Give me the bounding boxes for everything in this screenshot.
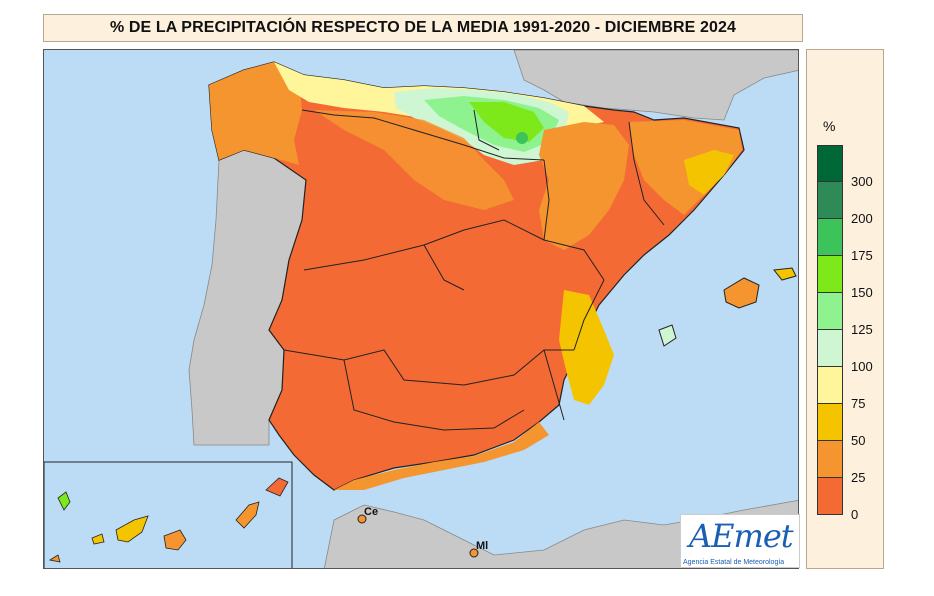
legend-swatch [817, 441, 843, 478]
melilla-marker [469, 548, 479, 558]
legend-swatch [817, 293, 843, 330]
legend-swatch [817, 330, 843, 367]
ceuta-label: Ce [364, 506, 379, 518]
fuerteventura [235, 501, 260, 529]
galicia-zone [209, 62, 302, 165]
legend-unit: % [823, 118, 836, 134]
legend-colorbar [817, 145, 843, 515]
lanzarote [265, 477, 289, 497]
aragon-zone [539, 122, 629, 250]
melilla-label: Ml [476, 540, 489, 552]
gran-canaria [163, 529, 187, 551]
menorca [773, 267, 797, 281]
castilla-north-zone [314, 110, 514, 210]
navarra-peak [469, 102, 544, 142]
map-svg [44, 50, 798, 568]
legend-panel: % 300 200 175 150 125 100 75 50 25 0 [806, 49, 884, 569]
legend-swatch [817, 219, 843, 256]
ceuta-marker [357, 514, 367, 524]
aemet-logo-text: AEmet [689, 517, 794, 555]
region-borders [283, 109, 665, 431]
legend-label: 50 [851, 433, 866, 448]
aemet-logo: AEmet Agencia Estatal de Meteorología [680, 514, 800, 568]
map-title: % DE LA PRECIPITACIÓN RESPECTO DE LA MED… [43, 14, 803, 42]
legend-label: 100 [851, 359, 873, 374]
la-palma [57, 491, 71, 511]
legend-swatch [817, 256, 843, 293]
legend-swatch [817, 478, 843, 515]
valencia-coast [559, 290, 614, 405]
mallorca [723, 277, 760, 309]
tenerife [115, 515, 149, 543]
legend-label: 150 [851, 285, 873, 300]
legend-label: 0 [851, 507, 859, 522]
navarra-core [516, 132, 528, 144]
legend-label: 200 [851, 211, 873, 226]
legend-label: 75 [851, 396, 866, 411]
legend-swatch [817, 182, 843, 219]
aemet-logo-subtitle: Agencia Estatal de Meteorología [683, 559, 785, 566]
ibiza [658, 324, 677, 347]
legend-label: 25 [851, 470, 866, 485]
legend-label: 300 [851, 174, 873, 189]
legend-label: 125 [851, 322, 873, 337]
legend-swatch [817, 367, 843, 404]
andalucia-coast [334, 422, 549, 490]
legend-label: 175 [851, 248, 873, 263]
precipitation-map: Ce Ml [43, 49, 799, 569]
el-hierro [48, 554, 61, 563]
africa-land [323, 499, 798, 568]
la-gomera [91, 533, 105, 545]
legend-swatch [817, 145, 843, 182]
france-land [513, 50, 798, 121]
legend-swatch [817, 404, 843, 441]
catalonia-coast [684, 150, 734, 195]
